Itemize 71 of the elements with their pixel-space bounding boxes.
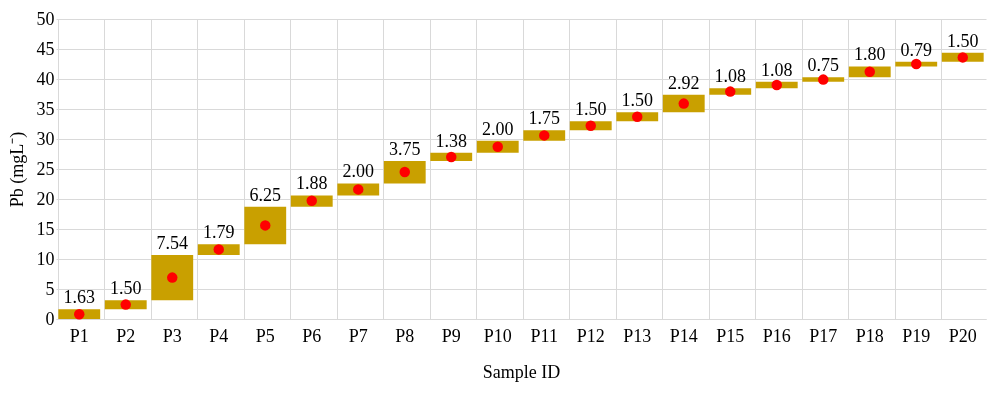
x-tick-label: P19	[902, 325, 931, 346]
bar	[151, 254, 194, 301]
point	[957, 52, 968, 63]
x-tick-label: P6	[302, 325, 322, 346]
data-label: 3.75	[389, 138, 421, 159]
y-tick-label: 20	[36, 188, 55, 209]
data-label: 1.08	[714, 66, 746, 87]
x-tick-label: P7	[348, 325, 368, 346]
y-tick-label: 45	[36, 38, 55, 59]
bar	[383, 160, 426, 184]
x-axis-title: Sample ID	[482, 361, 561, 382]
data-label: 1.63	[63, 287, 95, 308]
x-tick-label: P12	[576, 325, 605, 346]
data-label: 1.08	[761, 59, 793, 80]
data-label: 1.50	[110, 278, 142, 299]
data-label: 0.79	[900, 39, 932, 60]
data-label: 1.50	[575, 99, 607, 120]
data-label: 1.38	[435, 130, 467, 151]
data-label: 7.54	[156, 232, 188, 253]
x-tick-label: P5	[255, 325, 275, 346]
bar	[244, 206, 287, 245]
x-tick-label: P14	[669, 325, 698, 346]
x-tick-label: P1	[69, 325, 89, 346]
x-tick-label: P16	[762, 325, 791, 346]
data-label: 2.00	[342, 161, 374, 182]
point	[864, 66, 875, 78]
x-tick-label: P3	[162, 325, 182, 346]
data-label: 1.75	[528, 108, 560, 129]
point	[725, 86, 736, 97]
data-label: 2.92	[668, 72, 700, 93]
data-label: 1.88	[296, 173, 328, 194]
data-label: 0.75	[807, 55, 839, 76]
x-tick-label: P13	[623, 325, 652, 346]
x-tick-label: P15	[716, 325, 745, 346]
x-tick-label: P9	[441, 325, 461, 346]
point	[539, 130, 550, 141]
data-label: 6.25	[249, 184, 281, 205]
data-label: 1.50	[947, 30, 979, 51]
point	[771, 79, 782, 91]
data-label: 1.50	[621, 90, 653, 111]
point	[74, 308, 85, 320]
y-tick-label: 35	[36, 98, 55, 119]
y-tick-label: 10	[36, 248, 55, 269]
y-tick-label: 30	[36, 128, 55, 149]
x-tick-label: P2	[116, 325, 136, 346]
x-tick-label: P20	[948, 325, 977, 346]
x-tick-label: P10	[483, 325, 512, 346]
y-tick-label: 40	[36, 68, 55, 89]
point	[446, 151, 457, 163]
y-axis-title: Pb (mgL⁻)	[6, 131, 28, 208]
point	[120, 299, 131, 310]
x-tick-label: P17	[809, 325, 838, 346]
y-tick-label: 5	[45, 278, 55, 299]
y-tick-label: 0	[45, 308, 55, 329]
point	[585, 120, 596, 132]
point	[632, 111, 643, 123]
data-label: 2.00	[482, 118, 514, 139]
y-tick-label: 50	[36, 8, 55, 29]
x-tick-label: P4	[209, 325, 229, 346]
point	[167, 272, 178, 283]
point	[213, 244, 224, 255]
x-tick-label: P11	[530, 325, 558, 346]
point	[911, 58, 922, 70]
point	[818, 74, 829, 85]
data-label: 1.79	[203, 222, 235, 243]
y-tick-label: 25	[36, 158, 55, 179]
x-tick-label: P8	[395, 325, 415, 346]
point	[306, 195, 317, 207]
data-label: 1.80	[854, 44, 886, 65]
y-tick-label: 15	[36, 218, 55, 239]
x-tick-label: P18	[855, 325, 884, 346]
